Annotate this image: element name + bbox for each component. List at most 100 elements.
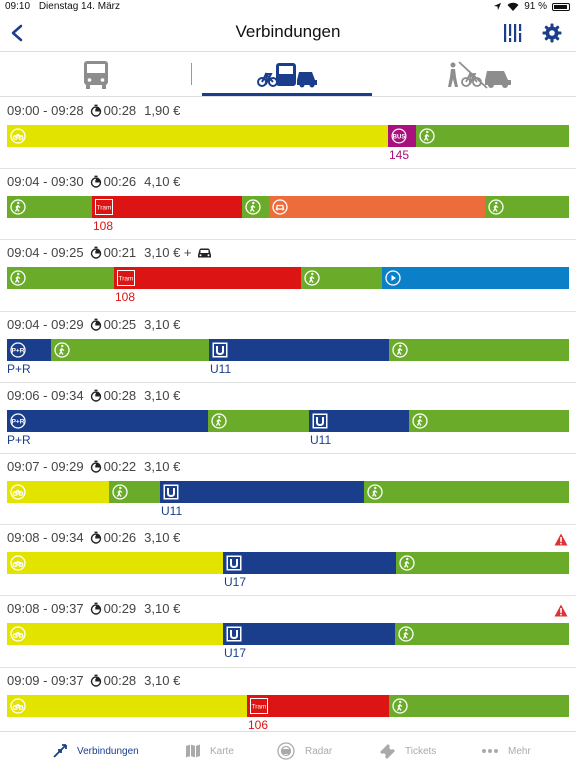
mode-tab-public-transport[interactable] xyxy=(0,53,192,97)
tab-mehr[interactable]: Mehr xyxy=(481,741,531,761)
connection-price: 1,90 € xyxy=(144,103,181,118)
connection-row[interactable]: 09:07 - 09:29 00:22 3,10 € U11 xyxy=(0,454,576,526)
route-segment-tram: Tram xyxy=(92,196,242,219)
tab-radar[interactable]: Radar xyxy=(276,741,332,761)
route-bar: P+R xyxy=(7,409,569,432)
connection-row[interactable]: 09:08 - 09:34 00:26 3,10 € U17 xyxy=(0,525,576,597)
tab-verbindungen[interactable]: Verbindungen xyxy=(52,741,139,761)
mode-tab-individual[interactable] xyxy=(384,53,576,97)
route-segment-walk xyxy=(485,196,569,219)
route-segment-walk xyxy=(395,623,569,646)
route-segment-taxi xyxy=(269,196,485,219)
route-segment-bike xyxy=(7,623,223,646)
walk-icon xyxy=(304,270,320,287)
line-label: U11 xyxy=(161,503,183,518)
svg-text:Tram: Tram xyxy=(119,276,134,283)
mode-divider xyxy=(191,63,192,85)
back-chevron-icon[interactable] xyxy=(8,22,28,44)
route-segment-bike xyxy=(7,694,247,717)
bike-icon xyxy=(10,555,26,571)
status-time: 09:10 xyxy=(5,1,31,12)
bus-icon: BUS xyxy=(391,128,407,144)
tram-icon: Tram xyxy=(250,697,268,714)
connection-times: 09:04 - 09:25 xyxy=(7,245,84,261)
bike-icon xyxy=(10,128,26,144)
connection-info: 09:08 - 09:34 00:26 3,10 € xyxy=(7,530,180,545)
active-mode-indicator xyxy=(202,93,372,96)
car-icon xyxy=(197,248,211,258)
stopwatch-icon xyxy=(90,318,101,331)
warning-icon xyxy=(554,604,568,617)
filter-bars-icon[interactable] xyxy=(502,22,524,44)
connection-info: 09:04 - 09:25 00:21 3,10 € + xyxy=(7,245,212,260)
route-segment-walk xyxy=(109,480,160,503)
stopwatch-icon xyxy=(90,460,101,473)
connection-info: 09:04 - 09:29 00:25 3,10 € xyxy=(7,317,180,332)
stopwatch-icon xyxy=(90,104,101,117)
route-segment-ubahn xyxy=(160,480,364,503)
svg-text:BUS: BUS xyxy=(393,134,406,140)
route-segment-walk xyxy=(242,196,269,219)
ubahn-icon xyxy=(226,626,242,642)
tram-icon: Tram xyxy=(117,270,135,287)
route-bar xyxy=(7,623,569,646)
stopwatch-icon xyxy=(90,246,101,260)
stopwatch-icon xyxy=(90,602,101,616)
walk-icon xyxy=(10,270,26,287)
route-segment-tram: Tram xyxy=(247,694,389,717)
connection-duration: 00:28 xyxy=(103,387,137,403)
route-bar: P+R xyxy=(7,338,569,361)
route-segment-bike xyxy=(7,480,109,503)
walk-icon xyxy=(392,697,408,714)
stopwatch-icon xyxy=(90,674,101,687)
connection-times: 09:09 - 09:37 xyxy=(7,672,84,688)
location-icon xyxy=(494,2,502,11)
stopwatch-icon xyxy=(90,175,101,188)
connection-price: 4,10 € xyxy=(144,174,181,190)
line-label: U11 xyxy=(210,361,232,376)
line-label: U17 xyxy=(224,646,247,661)
connection-info: 09:08 - 09:37 00:29 3,10 € xyxy=(7,601,180,616)
walk-icon xyxy=(10,199,26,215)
connection-times: 09:00 - 09:28 xyxy=(7,103,84,118)
park-and-ride-icon: P+R xyxy=(10,413,26,429)
route-segment-walk xyxy=(301,267,382,290)
bike-icon xyxy=(10,626,26,642)
connection-duration: 00:26 xyxy=(103,174,137,190)
connection-row[interactable]: 09:09 - 09:37 00:28 3,10 € 106 Tram xyxy=(0,668,576,739)
connection-row[interactable]: 09:06 - 09:34 00:28 3,10 € P+R U11 P+R xyxy=(0,383,576,454)
connection-duration: 00:21 xyxy=(103,245,137,261)
route-segment-walk xyxy=(7,267,114,290)
connection-duration: 00:22 xyxy=(103,458,137,474)
route-segment-ubahn xyxy=(309,409,409,432)
route-segment-bike xyxy=(7,125,388,147)
connection-row[interactable]: 09:04 - 09:30 00:26 4,10 € 108 Tram xyxy=(0,169,576,241)
connection-times: 09:06 - 09:34 xyxy=(7,387,84,403)
route-bar: BUS xyxy=(7,125,569,147)
connection-times: 09:07 - 09:29 xyxy=(7,458,84,474)
tab-tickets[interactable]: Tickets xyxy=(378,741,436,761)
line-label: 145 xyxy=(389,148,410,162)
park-and-ride-icon: P+R xyxy=(10,341,26,358)
gear-icon[interactable] xyxy=(542,23,562,43)
connection-row[interactable]: 09:00 - 09:28 00:28 1,90 € 145 BUS xyxy=(0,98,576,170)
walk-icon xyxy=(399,555,415,571)
wifi-icon xyxy=(507,2,519,11)
mode-tab-combined[interactable] xyxy=(192,53,384,97)
bus-icon xyxy=(84,61,108,89)
walk-bike-car-crossed-icon xyxy=(448,61,511,89)
tram-icon: Tram xyxy=(95,199,113,216)
stopwatch-icon xyxy=(90,389,101,402)
battery-icon xyxy=(552,2,570,11)
tab-label: Verbindungen xyxy=(77,745,139,757)
route-segment-walk xyxy=(409,409,569,432)
tab-karte[interactable]: Karte xyxy=(185,741,234,761)
walk-icon xyxy=(412,413,428,429)
route-segment-walk xyxy=(364,480,569,503)
ubahn-icon xyxy=(212,342,228,358)
route-bar: Tram xyxy=(7,196,569,219)
connection-row[interactable]: 09:08 - 09:37 00:29 3,10 € U17 xyxy=(0,596,576,668)
ticket-icon xyxy=(378,743,401,759)
connection-row[interactable]: 09:04 - 09:25 00:21 3,10 € + 108 Tram xyxy=(0,240,576,312)
connection-row[interactable]: 09:04 - 09:29 00:25 3,10 € P+R U11 P+R xyxy=(0,312,576,383)
